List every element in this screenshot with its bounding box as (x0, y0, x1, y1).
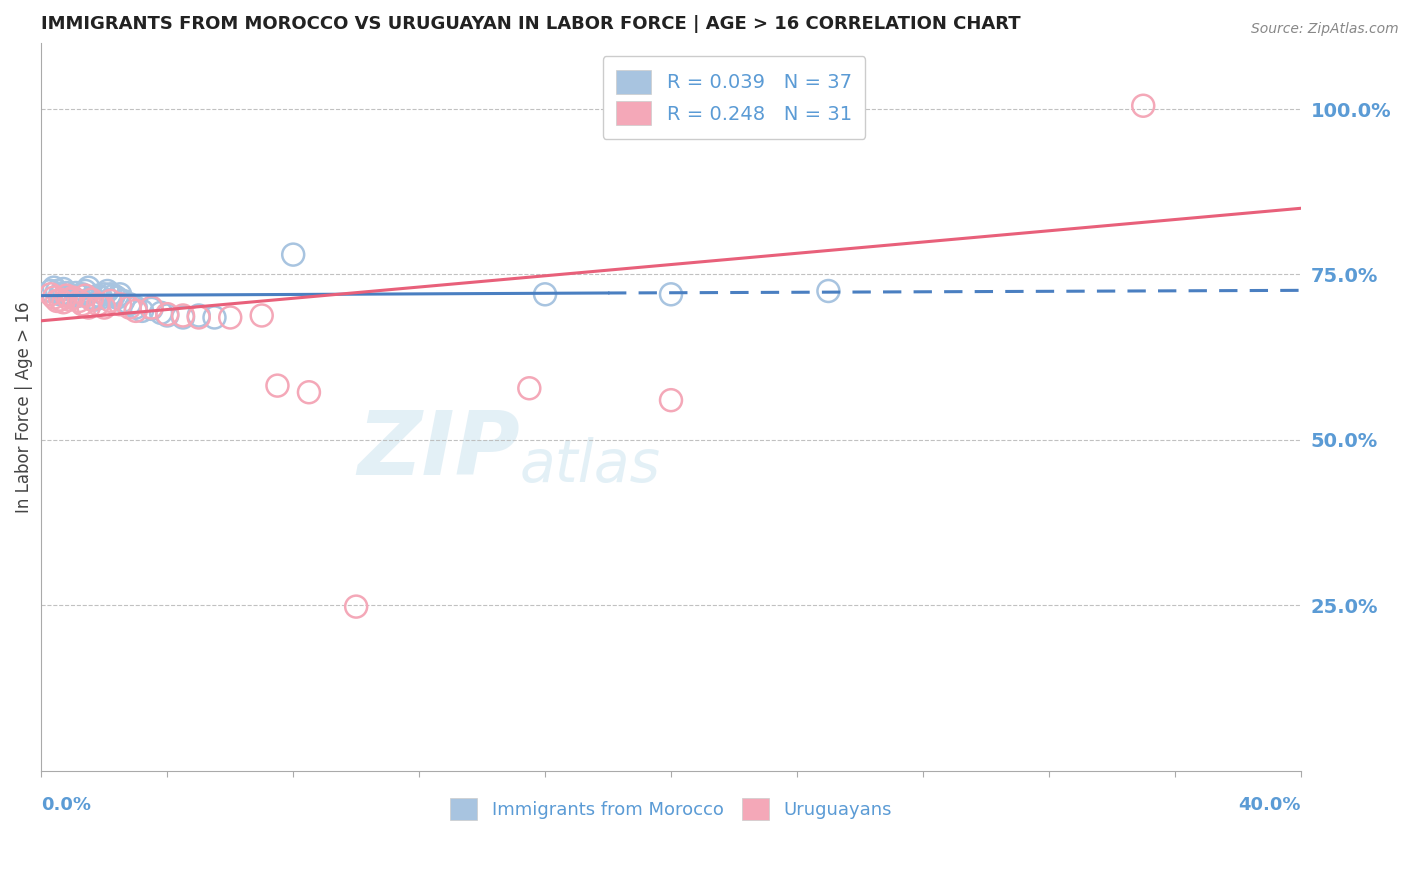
Point (283, 247, 305, 261)
Point (52, 295, 75, 310)
Point (250, 309, 273, 323)
Point (187, 310, 209, 325)
Point (67, 288, 90, 302)
Point (112, 293, 135, 308)
Point (59, 293, 82, 307)
Point (83, 293, 105, 307)
Point (100, 293, 122, 308)
Point (105, 291, 128, 305)
Point (118, 301, 141, 315)
Text: IMMIGRANTS FROM MOROCCO VS URUGUAYAN IN LABOR FORCE | AGE > 16 CORRELATION CHART: IMMIGRANTS FROM MOROCCO VS URUGUAYAN IN … (41, 15, 1021, 33)
Point (46, 293, 69, 308)
Point (817, 284, 839, 298)
Point (49, 287, 72, 301)
Text: atlas: atlas (520, 436, 661, 493)
Point (141, 301, 163, 315)
Point (65, 285, 87, 300)
Point (75, 284, 97, 298)
Point (67, 293, 90, 308)
Text: ZIP: ZIP (357, 407, 520, 494)
Point (93, 287, 115, 301)
Legend: Immigrants from Morocco, Uruguayans: Immigrants from Morocco, Uruguayans (443, 790, 898, 827)
Point (90, 291, 112, 305)
Point (517, 381, 540, 395)
Point (55, 288, 77, 302)
Point (59, 288, 82, 302)
Point (659, 287, 682, 301)
Point (131, 303, 153, 318)
Point (172, 310, 194, 325)
Point (204, 310, 226, 325)
Point (93, 301, 115, 315)
Point (75, 288, 97, 302)
Text: 40.0%: 40.0% (1239, 796, 1301, 814)
Point (156, 307, 179, 321)
Point (118, 297, 141, 311)
Point (55, 285, 77, 300)
Point (39, 284, 62, 298)
Point (77, 301, 100, 315)
Point (108, 297, 131, 311)
Point (72, 287, 94, 301)
Point (266, 378, 288, 392)
Point (344, 599, 367, 614)
Point (87, 288, 110, 302)
Point (42, 281, 65, 295)
Point (156, 309, 179, 323)
Point (125, 303, 148, 318)
Point (1132, 99, 1154, 113)
Text: Source: ZipAtlas.com: Source: ZipAtlas.com (1251, 22, 1399, 37)
Point (172, 309, 194, 323)
Point (46, 284, 69, 298)
Point (80, 293, 103, 307)
Point (219, 310, 242, 325)
Point (125, 301, 148, 315)
Point (100, 287, 122, 301)
Point (62, 291, 84, 305)
Point (77, 281, 100, 295)
Point (103, 288, 125, 302)
Point (52, 282, 75, 296)
Point (187, 309, 209, 323)
Point (87, 297, 110, 311)
Point (298, 385, 321, 400)
Point (62, 291, 84, 305)
Text: 0.0%: 0.0% (41, 796, 91, 814)
Y-axis label: In Labor Force | Age > 16: In Labor Force | Age > 16 (15, 301, 32, 513)
Point (72, 297, 94, 311)
Point (534, 287, 557, 301)
Point (39, 287, 62, 301)
Point (659, 393, 682, 408)
Point (42, 291, 65, 305)
Point (80, 291, 103, 305)
Point (96, 284, 118, 298)
Point (49, 293, 72, 307)
Point (108, 287, 131, 301)
Point (149, 306, 172, 320)
Point (141, 301, 163, 316)
